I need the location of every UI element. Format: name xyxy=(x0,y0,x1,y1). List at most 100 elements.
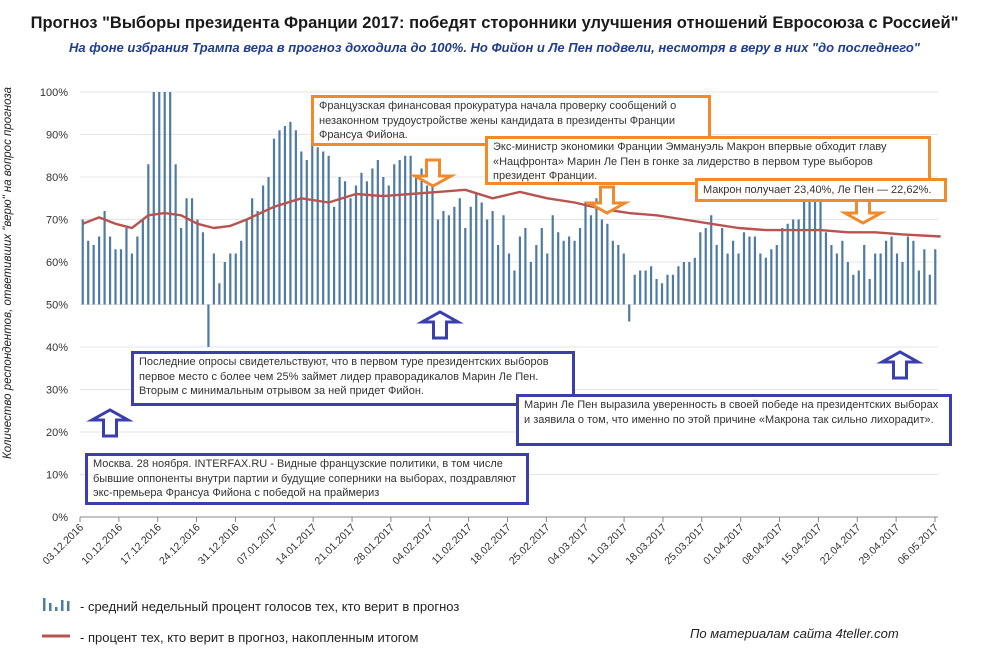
bar xyxy=(863,245,866,305)
x-tick-label: 17.12.2016 xyxy=(118,522,164,568)
bar xyxy=(409,155,412,305)
bar xyxy=(98,236,101,305)
y-tick-label: 0% xyxy=(52,512,68,524)
weekly-bars xyxy=(81,92,937,347)
bar xyxy=(130,253,134,305)
bar xyxy=(272,138,276,305)
bar xyxy=(223,262,226,305)
bar xyxy=(327,155,330,305)
x-tick-label: 04.03.2017 xyxy=(546,522,592,568)
bar xyxy=(114,249,117,305)
x-tick-label: 18.02.2017 xyxy=(468,522,514,568)
arrow-down-icon xyxy=(409,158,457,188)
bar xyxy=(589,215,593,305)
bar xyxy=(824,232,828,305)
bar xyxy=(622,253,625,305)
y-tick-label: 70% xyxy=(46,215,68,227)
annotation-first-round-result: Макрон получает 23,40%, Ле Пен — 22,62%. xyxy=(695,178,947,202)
bar xyxy=(540,228,543,305)
annotation-le-pen-polls-text: Последние опросы свидетельствуют, что в … xyxy=(139,356,549,397)
bar xyxy=(496,245,500,305)
annotation-arrows xyxy=(86,158,924,438)
bar xyxy=(201,232,205,305)
cumulative-line xyxy=(82,188,941,238)
bar xyxy=(475,194,478,305)
annotation-le-pen-confidence-text: Марин Ле Пен выразила уверенность в свое… xyxy=(524,399,939,426)
bar xyxy=(278,130,281,305)
bar xyxy=(557,232,560,305)
bar xyxy=(393,164,396,305)
bar xyxy=(682,262,685,305)
bar xyxy=(294,130,297,305)
bar xyxy=(655,279,658,305)
bar xyxy=(305,160,308,305)
bar xyxy=(289,121,292,305)
bar xyxy=(376,160,379,305)
y-tick-label: 30% xyxy=(46,385,68,397)
bar xyxy=(502,215,505,305)
bar xyxy=(398,160,401,305)
legend-bar-icon xyxy=(49,603,52,611)
bar xyxy=(387,185,390,305)
bar xyxy=(507,253,511,305)
x-tick-label: 14.01.2017 xyxy=(274,522,320,568)
legend-bar-icon xyxy=(67,601,70,611)
bar xyxy=(174,164,177,305)
bar xyxy=(141,219,144,305)
bar xyxy=(764,257,767,305)
bar xyxy=(447,215,450,305)
bar xyxy=(726,253,729,305)
bar xyxy=(671,274,675,305)
arrow-down-icon xyxy=(583,185,631,215)
bar xyxy=(797,219,800,305)
y-tick-label: 20% xyxy=(46,427,68,439)
bar xyxy=(677,266,680,305)
bar xyxy=(442,211,445,305)
bar xyxy=(551,215,554,305)
bar xyxy=(529,262,532,305)
bar xyxy=(912,240,915,305)
y-tick-label: 40% xyxy=(46,342,68,354)
bar xyxy=(917,270,920,305)
bar xyxy=(256,211,259,305)
bar xyxy=(425,185,429,305)
bar xyxy=(890,236,893,305)
bar xyxy=(595,198,598,305)
bar xyxy=(901,262,904,305)
bar xyxy=(125,228,128,305)
bar xyxy=(147,164,150,305)
x-tick-label: 24.12.2016 xyxy=(157,522,203,568)
bar xyxy=(196,219,199,305)
bar xyxy=(382,177,385,305)
bar xyxy=(830,245,833,305)
bar xyxy=(928,274,931,305)
bar xyxy=(813,181,817,305)
bar xyxy=(87,240,90,305)
bar xyxy=(770,249,773,305)
bar xyxy=(660,283,664,305)
legend-bars-label: - средний недельный процент голосов тех,… xyxy=(80,599,460,614)
x-tick-label: 03.12.2016 xyxy=(40,522,86,568)
bar xyxy=(180,228,183,305)
x-tick-label: 10.12.2016 xyxy=(79,522,125,568)
x-tick-label: 21.01.2017 xyxy=(313,522,359,568)
x-tick-label: 31.12.2016 xyxy=(196,522,242,568)
legend-line-label: - процент тех, кто верит в прогноз, нако… xyxy=(80,630,419,645)
bar xyxy=(666,274,669,305)
bar xyxy=(240,240,243,305)
annotation-le-pen-confidence: Марин Ле Пен выразила уверенность в свое… xyxy=(516,394,952,446)
source-credit: По материалам сайта 4teller.com xyxy=(690,626,899,641)
bar xyxy=(469,206,472,305)
bar xyxy=(568,236,571,305)
bar xyxy=(639,270,642,305)
bar xyxy=(874,253,877,305)
bar xyxy=(431,177,434,305)
bar xyxy=(190,198,194,305)
bar xyxy=(245,219,248,305)
bar xyxy=(731,240,735,305)
bar xyxy=(480,202,483,305)
chart-title: Прогноз "Выборы президента Франции 2017:… xyxy=(30,14,959,32)
bar xyxy=(251,198,254,305)
bar xyxy=(453,206,456,305)
y-tick-labels: 0% 10% 20% 30% 40% 50% 60% 70% 80% 90% 100% xyxy=(40,87,68,524)
